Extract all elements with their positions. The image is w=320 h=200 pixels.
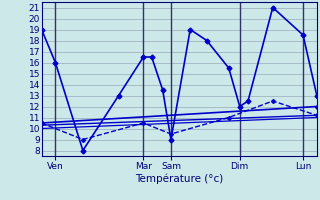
X-axis label: Température (°c): Température (°c) bbox=[135, 173, 223, 184]
